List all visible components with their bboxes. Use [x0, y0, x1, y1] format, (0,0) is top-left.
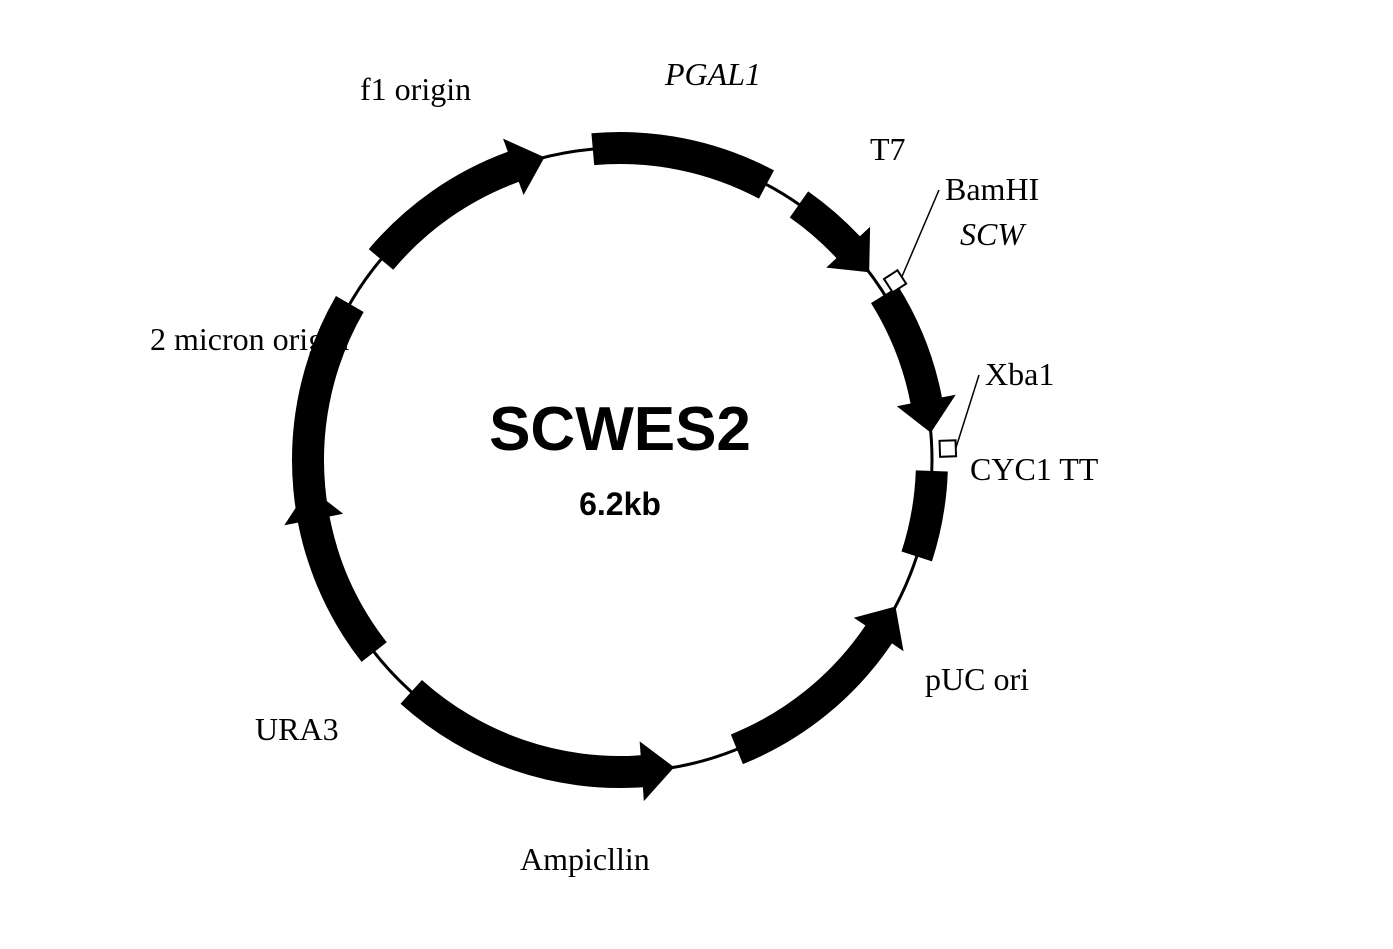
feature-amp — [401, 680, 675, 801]
feature-puc — [731, 606, 904, 764]
feature-f1 — [369, 139, 545, 270]
leader-xba1 — [956, 375, 979, 448]
label-xba1: Xba1 — [985, 356, 1054, 392]
label-cyc1: CYC1 TT — [970, 451, 1099, 487]
label-amp: Ampicllin — [520, 841, 650, 877]
feature-arcs — [284, 132, 955, 801]
feature-t7 — [790, 191, 870, 272]
feature-pgal1 — [591, 132, 774, 199]
label-scw: SCW — [960, 216, 1027, 252]
label-t7: T7 — [870, 131, 906, 167]
label-ura3: URA3 — [255, 711, 339, 747]
label-pgal1: PGAL1 — [664, 56, 761, 92]
feature-scw — [871, 286, 956, 433]
site-xba1 — [940, 440, 957, 457]
label-puc: pUC ori — [925, 661, 1029, 697]
plasmid-size: 6.2kb — [579, 486, 661, 522]
label-f1: f1 origin — [360, 71, 471, 107]
plasmid-map: PGAL1 T7 BamHI SCW Xba1 CYC1 TT pUC ori Ampicll… — [0, 0, 1393, 949]
label-bamhi: BamHI — [945, 171, 1039, 207]
leader-bamhi — [902, 190, 939, 277]
feature-seg_post_scw — [902, 470, 948, 561]
label-2micron: 2 micron origin — [150, 321, 349, 357]
plasmid-name: SCWES2 — [489, 395, 751, 464]
